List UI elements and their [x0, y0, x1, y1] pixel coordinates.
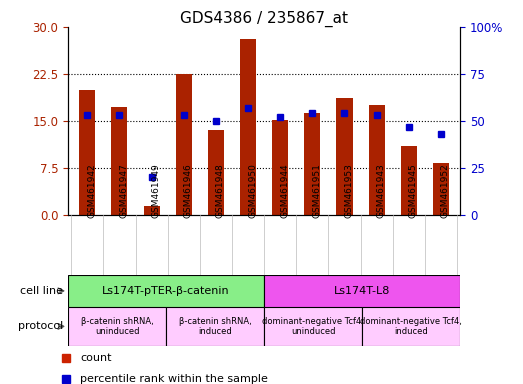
Text: GSM461952: GSM461952 — [441, 163, 450, 218]
Bar — [336, 98, 353, 215]
Bar — [369, 105, 385, 215]
Bar — [304, 113, 321, 215]
Text: GSM461953: GSM461953 — [345, 163, 354, 218]
Bar — [264, 307, 362, 346]
Text: dominant-negative Tcf4,
induced: dominant-negative Tcf4, induced — [360, 317, 462, 336]
Bar — [166, 307, 264, 346]
Text: GSM461942: GSM461942 — [87, 163, 96, 218]
Bar — [264, 275, 460, 307]
Text: dominant-negative Tcf4,
uninduced: dominant-negative Tcf4, uninduced — [262, 317, 364, 336]
Text: β-catenin shRNA,
uninduced: β-catenin shRNA, uninduced — [81, 317, 153, 336]
Text: GSM461949: GSM461949 — [152, 163, 161, 218]
Text: percentile rank within the sample: percentile rank within the sample — [80, 374, 268, 384]
Text: count: count — [80, 353, 112, 363]
Text: GSM461948: GSM461948 — [216, 163, 225, 218]
Text: GSM461947: GSM461947 — [119, 163, 129, 218]
Text: GSM461951: GSM461951 — [312, 163, 321, 218]
Bar — [176, 74, 192, 215]
Bar — [208, 131, 224, 215]
Bar — [401, 146, 417, 215]
Text: cell line: cell line — [20, 286, 63, 296]
Text: GSM461950: GSM461950 — [248, 163, 257, 218]
Bar — [68, 307, 166, 346]
Title: GDS4386 / 235867_at: GDS4386 / 235867_at — [180, 11, 348, 27]
Bar — [79, 89, 95, 215]
Bar — [272, 120, 288, 215]
Bar — [433, 163, 449, 215]
Text: GSM461946: GSM461946 — [184, 163, 193, 218]
Bar — [143, 206, 160, 215]
Text: protocol: protocol — [17, 321, 63, 331]
Text: β-catenin shRNA,
induced: β-catenin shRNA, induced — [179, 317, 252, 336]
Text: GSM461944: GSM461944 — [280, 163, 289, 218]
Text: Ls174T-L8: Ls174T-L8 — [334, 286, 390, 296]
Text: GSM461945: GSM461945 — [409, 163, 418, 218]
Text: GSM461943: GSM461943 — [377, 163, 385, 218]
Bar — [111, 106, 128, 215]
Text: Ls174T-pTER-β-catenin: Ls174T-pTER-β-catenin — [102, 286, 230, 296]
Bar — [68, 275, 264, 307]
Bar — [362, 307, 460, 346]
Bar — [240, 40, 256, 215]
